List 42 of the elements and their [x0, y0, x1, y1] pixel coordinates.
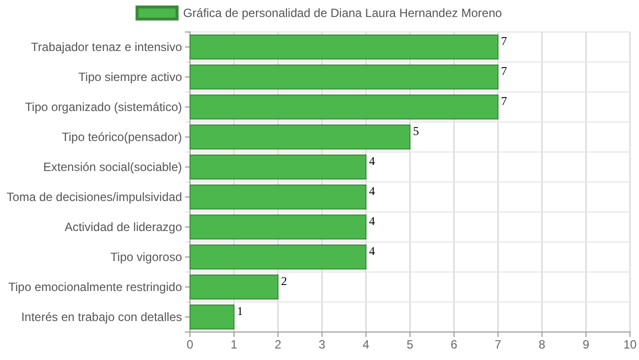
x-tick-label: 6 [450, 338, 458, 352]
y-tick-label: Extensión social(sociable) [43, 160, 182, 174]
x-tick-label: 10 [623, 338, 637, 352]
data-label: 4 [369, 244, 375, 258]
bar [190, 244, 366, 270]
x-tick-label: 3 [318, 338, 326, 352]
x-tick-label: 1 [230, 338, 238, 352]
data-label: 4 [369, 184, 375, 198]
bar [190, 34, 498, 60]
data-label: 4 [369, 154, 375, 168]
data-label: 7 [501, 34, 507, 48]
y-tick-label: Tipo vigoroso [110, 250, 182, 264]
data-label: 7 [501, 94, 507, 108]
bar [190, 64, 498, 90]
data-label: 1 [237, 304, 243, 318]
y-tick-label: Tipo organizado (sistemático) [25, 100, 182, 114]
y-tick-label: Interés en trabajo con detalles [21, 310, 182, 324]
data-label: 7 [501, 64, 507, 78]
x-tick-label: 4 [362, 338, 370, 352]
y-tick-label: Trabajador tenaz e intensivo [31, 40, 182, 54]
bar [190, 274, 278, 300]
bar [190, 184, 366, 210]
data-label: 5 [413, 124, 419, 138]
bar [190, 94, 498, 120]
data-label: 4 [369, 214, 375, 228]
x-tick-label: 8 [538, 338, 546, 352]
bar [190, 214, 366, 240]
x-tick-label: 5 [406, 338, 414, 352]
y-tick-label: Tipo siempre activo [78, 70, 182, 84]
bar [190, 304, 234, 330]
bar [190, 154, 366, 180]
x-tick-label: 7 [494, 338, 502, 352]
bar [190, 124, 410, 150]
x-tick-label: 0 [186, 338, 194, 352]
x-tick-label: 2 [274, 338, 282, 352]
y-tick-label: Actividad de liderazgo [64, 220, 182, 234]
y-tick-label: Tipo emocionalmente restringido [8, 280, 182, 294]
data-label: 2 [281, 274, 287, 288]
x-tick-label: 9 [582, 338, 590, 352]
y-tick-label: Toma de decisiones/impulsividad [6, 190, 182, 204]
y-tick-label: Tipo teórico(pensador) [62, 130, 182, 144]
legend-label: Gráfica de personalidad de Diana Laura Hernandez Moreno [183, 6, 502, 20]
